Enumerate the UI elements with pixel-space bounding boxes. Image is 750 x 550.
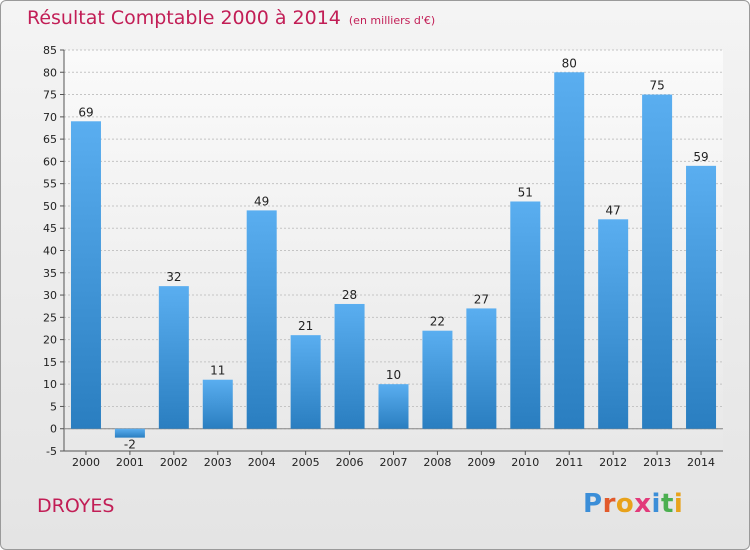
bar	[290, 335, 321, 429]
bars: 69 -2 32 11 49 21 28 10 22 27 51 80 47 75 59	[70, 56, 717, 452]
y-tick-label: 40	[43, 245, 57, 258]
bar	[378, 384, 409, 429]
data-label: 21	[298, 319, 313, 333]
bar	[686, 165, 717, 429]
x-tick-label: 2007	[380, 456, 408, 469]
y-tick-label: 55	[43, 178, 57, 191]
y-tick-label: 30	[43, 289, 57, 302]
y-tick-label: 75	[43, 89, 57, 102]
data-label: 32	[166, 270, 181, 284]
proxiti-logo: Proxiti	[583, 489, 683, 519]
data-label: 11	[210, 364, 225, 378]
y-tick-label: 35	[43, 267, 57, 280]
chart-title-text: Résultat Comptable 2000 à 2014	[27, 7, 341, 29]
y-tick-label: 15	[43, 356, 57, 369]
x-tick-label: 2011	[555, 456, 583, 469]
y-tick-label: 80	[43, 66, 57, 79]
data-label: 47	[606, 203, 621, 217]
logo-letter: P	[583, 489, 603, 519]
x-tick-label: 2006	[336, 456, 364, 469]
logo-letter: i	[673, 489, 684, 519]
x-tick-label: 2000	[72, 456, 100, 469]
data-label: -2	[124, 438, 136, 452]
x-axis-ticks: 2000 2001 2002 2003 2004 2005 2006 2007 2008 2009…	[72, 451, 715, 469]
bar	[334, 303, 365, 429]
bar	[158, 286, 189, 429]
x-tick-label: 2005	[292, 456, 320, 469]
bar	[70, 121, 101, 429]
bar	[642, 94, 673, 429]
x-tick-label: 2012	[599, 456, 627, 469]
bar	[114, 428, 145, 438]
data-label: 51	[518, 185, 533, 199]
logo-letter: x	[634, 489, 652, 519]
commune-name: DROYES	[37, 495, 115, 517]
logo-letter: r	[602, 489, 616, 519]
y-axis-ticks: -5 0 5 10 15 20 25 30 35 40 45 50 55 60 65 70 75 80 85	[43, 44, 64, 458]
y-tick-label: 0	[50, 423, 57, 436]
bar	[510, 201, 541, 429]
x-tick-label: 2001	[116, 456, 144, 469]
bar	[202, 379, 233, 429]
data-label: 28	[342, 288, 357, 302]
x-tick-label: 2008	[423, 456, 451, 469]
bar	[554, 72, 585, 429]
bar	[466, 308, 497, 429]
y-tick-label: 45	[43, 222, 57, 235]
x-tick-label: 2010	[511, 456, 539, 469]
data-label: 49	[254, 194, 269, 208]
bar	[246, 210, 277, 429]
x-tick-label: 2002	[160, 456, 188, 469]
x-tick-label: 2004	[248, 456, 276, 469]
y-tick-label: 65	[43, 133, 57, 146]
y-tick-label: 20	[43, 334, 57, 347]
data-label: 75	[649, 79, 664, 93]
y-tick-label: 25	[43, 311, 57, 324]
logo-letter: t	[660, 489, 674, 519]
data-label: 59	[693, 150, 708, 164]
data-label: 27	[474, 292, 489, 306]
chart-title: Résultat Comptable 2000 à 2014 (en millie…	[27, 7, 435, 29]
logo-letter: o	[615, 489, 635, 519]
bar	[598, 219, 629, 429]
x-tick-label: 2003	[204, 456, 232, 469]
y-tick-label: 10	[43, 378, 57, 391]
data-label: 80	[562, 56, 577, 70]
y-tick-label: -5	[46, 445, 57, 458]
data-label: 22	[430, 315, 445, 329]
data-label: 10	[386, 368, 401, 382]
chart-unit-note: (en milliers d'€)	[348, 14, 436, 27]
bar	[422, 330, 453, 429]
y-tick-label: 5	[50, 400, 57, 413]
y-tick-label: 50	[43, 200, 57, 213]
data-label: 69	[78, 105, 93, 119]
y-tick-label: 70	[43, 111, 57, 124]
y-tick-label: 85	[43, 44, 57, 57]
y-tick-label: 60	[43, 155, 57, 168]
x-tick-label: 2009	[467, 456, 495, 469]
x-tick-label: 2013	[643, 456, 671, 469]
x-tick-label: 2014	[687, 456, 715, 469]
logo-letter: i	[651, 489, 661, 519]
